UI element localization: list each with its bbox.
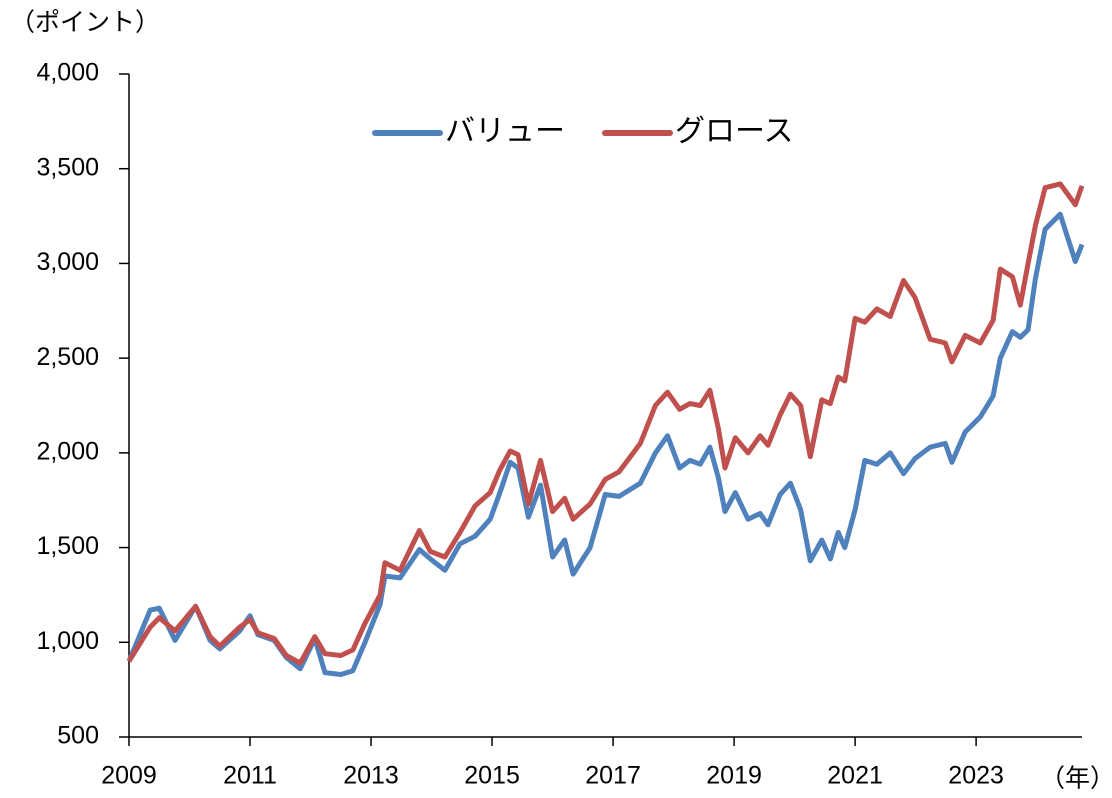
x-tick-label: 2013: [343, 762, 399, 790]
y-tick-label: 1,500: [36, 532, 99, 560]
legend-label: バリュー: [445, 115, 565, 148]
y-tick-label: 3,000: [36, 248, 99, 276]
x-tick-label: 2011: [223, 762, 277, 790]
series-line: [126, 211, 1085, 677]
x-tick-label: 2023: [948, 762, 1004, 790]
x-tick-label: 2009: [101, 762, 157, 790]
y-tick-label: 2,500: [36, 343, 99, 371]
x-tick-label: 2015: [464, 762, 520, 790]
y-tick-label: 3,500: [36, 153, 99, 181]
series-line: [126, 181, 1085, 666]
legend-label: グロース: [675, 115, 794, 148]
x-tick-label: 2021: [827, 762, 883, 790]
y-tick-label: 1,000: [36, 627, 99, 655]
y-axis-unit: （ポイント）: [10, 9, 160, 37]
x-tick-label: 2019: [706, 762, 762, 790]
y-tick-label: 2,000: [36, 437, 99, 465]
x-axis-unit: （年）: [1040, 765, 1112, 793]
x-tick-label: 2017: [585, 762, 641, 790]
y-tick-label: 500: [57, 722, 99, 750]
y-tick-label: 4,000: [36, 59, 99, 87]
